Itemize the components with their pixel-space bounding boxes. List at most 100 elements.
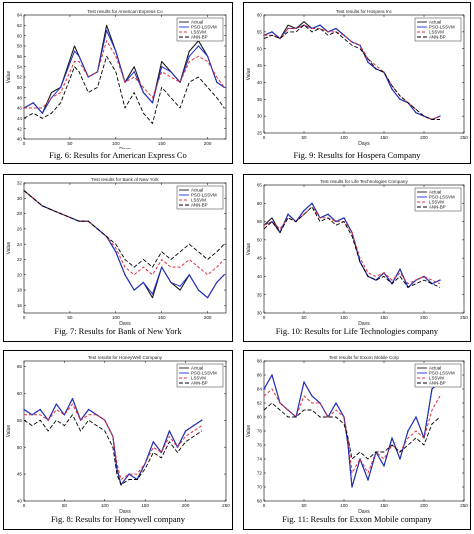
y-tick-label: 45 (17, 472, 23, 477)
y-tick-label: 58 (17, 44, 23, 49)
x-tick-label: 150 (141, 503, 149, 508)
data-point (343, 217, 345, 219)
chart-panel-life-technologies: Test results for Life Technologies Compa… (243, 174, 471, 342)
chart-panel-exxon-mobile: Test results for Exxon Mobile Corp 68 70 72… (243, 350, 471, 530)
y-axis-label: Value (6, 71, 12, 84)
data-point (184, 430, 187, 432)
data-point (399, 458, 401, 460)
legend (176, 17, 224, 42)
x-tick-label: 150 (158, 141, 166, 146)
data-point (133, 71, 135, 73)
y-tick-label: 60 (17, 33, 23, 38)
series-line-ann-bp (23, 414, 203, 486)
data-point (124, 274, 126, 276)
legend-label: LSSVM (429, 200, 444, 205)
y-tick-label: 86 (257, 373, 263, 378)
legend-label: Actual (191, 366, 203, 371)
x-tick-label: 0 (263, 135, 266, 140)
y-tick-label: 65 (17, 364, 23, 369)
x-tick-label: 150 (380, 315, 388, 320)
series-line-lssvm (24, 40, 225, 109)
data-point (142, 91, 145, 94)
chart-title: Test results for Exxon Mobile Corp (329, 355, 399, 360)
chart-life-technologies: Test results for Life Technologies Compa… (246, 179, 468, 325)
legend (414, 363, 462, 388)
data-point (335, 220, 337, 223)
data-point (439, 279, 441, 281)
legend-label: LSSVM (429, 376, 444, 381)
y-tick-label: 60 (17, 391, 23, 396)
y-tick-label: 54 (17, 64, 23, 69)
data-point (431, 388, 433, 390)
y-tick-label: 42 (17, 126, 23, 131)
data-point (335, 402, 337, 404)
data-point (197, 289, 200, 291)
y-axis-label: Value (6, 242, 12, 255)
x-tick-label: 150 (158, 315, 166, 320)
legend-label: ANN-BP (191, 381, 208, 386)
data-point (73, 50, 76, 52)
x-tick-label: 250 (460, 135, 468, 140)
series-line-ann-bp (263, 24, 440, 120)
data-point (161, 266, 163, 268)
y-tick-label: 24 (17, 242, 23, 247)
series-line-lssvm (24, 403, 203, 480)
y-tick-label: 45 (257, 256, 263, 261)
y-tick-label: 60 (257, 13, 263, 18)
y-tick-label: 60 (257, 201, 263, 206)
data-point (87, 408, 90, 411)
x-tick-label: 100 (340, 135, 348, 140)
y-tick-label: 16 (17, 303, 23, 308)
y-tick-label: 30 (17, 196, 23, 201)
y-tick-label: 88 (257, 359, 263, 364)
data-point (287, 213, 289, 215)
y-tick-label: 55 (257, 29, 263, 34)
data-point (41, 112, 44, 114)
x-tick-label: 0 (23, 315, 26, 320)
y-tick-label: 46 (17, 106, 23, 111)
data-point (128, 473, 130, 475)
y-tick-label: 68 (257, 499, 263, 504)
data-point (303, 209, 305, 212)
data-point (206, 55, 209, 58)
x-axis-label: Days (119, 147, 131, 149)
y-tick-label: 82 (257, 401, 263, 406)
data-point (170, 71, 172, 73)
y-tick-label: 76 (257, 443, 263, 448)
chart-panel-honeywell: Test results for HoneyWell Company 40 45 50… (3, 350, 233, 530)
legend-label: ANN-BP (429, 205, 446, 210)
chart-title: Test results for American Express Co (87, 9, 163, 14)
data-point (311, 395, 313, 397)
y-tick-label: 35 (257, 97, 263, 102)
data-point (319, 24, 321, 26)
x-tick-label: 50 (62, 503, 68, 508)
y-tick-label: 20 (17, 272, 23, 277)
x-tick-label: 0 (263, 315, 266, 320)
chart-panel-hospera: Test results for Hospera Inc 25 30 35 40 45 50… (243, 2, 471, 164)
y-tick-label: 55 (17, 418, 23, 423)
y-tick-label: 64 (17, 13, 23, 18)
x-tick-label: 150 (380, 135, 388, 140)
data-point (216, 81, 218, 83)
x-tick-label: 50 (301, 315, 307, 320)
legend-label: Actual (191, 20, 203, 25)
data-point (152, 441, 154, 443)
data-point (223, 86, 225, 89)
legend-label: PSO-LSSVM (429, 195, 455, 200)
x-tick-label: 200 (182, 503, 190, 508)
x-tick-label: 100 (112, 141, 120, 146)
data-point (391, 88, 393, 90)
y-tick-label: 70 (257, 485, 263, 490)
data-point (351, 41, 353, 43)
y-tick-label: 65 (257, 183, 263, 188)
series-line-lssvm (23, 190, 225, 276)
x-tick-label: 50 (67, 315, 73, 320)
data-point (105, 29, 108, 32)
data-point (115, 251, 117, 253)
x-tick-label: 200 (420, 503, 428, 508)
data-point (359, 458, 361, 460)
data-point (133, 289, 135, 291)
legend-label: PSO-LSSVM (429, 25, 455, 30)
legend-label: PSO-LSSVM (191, 193, 217, 198)
data-point (407, 430, 409, 432)
